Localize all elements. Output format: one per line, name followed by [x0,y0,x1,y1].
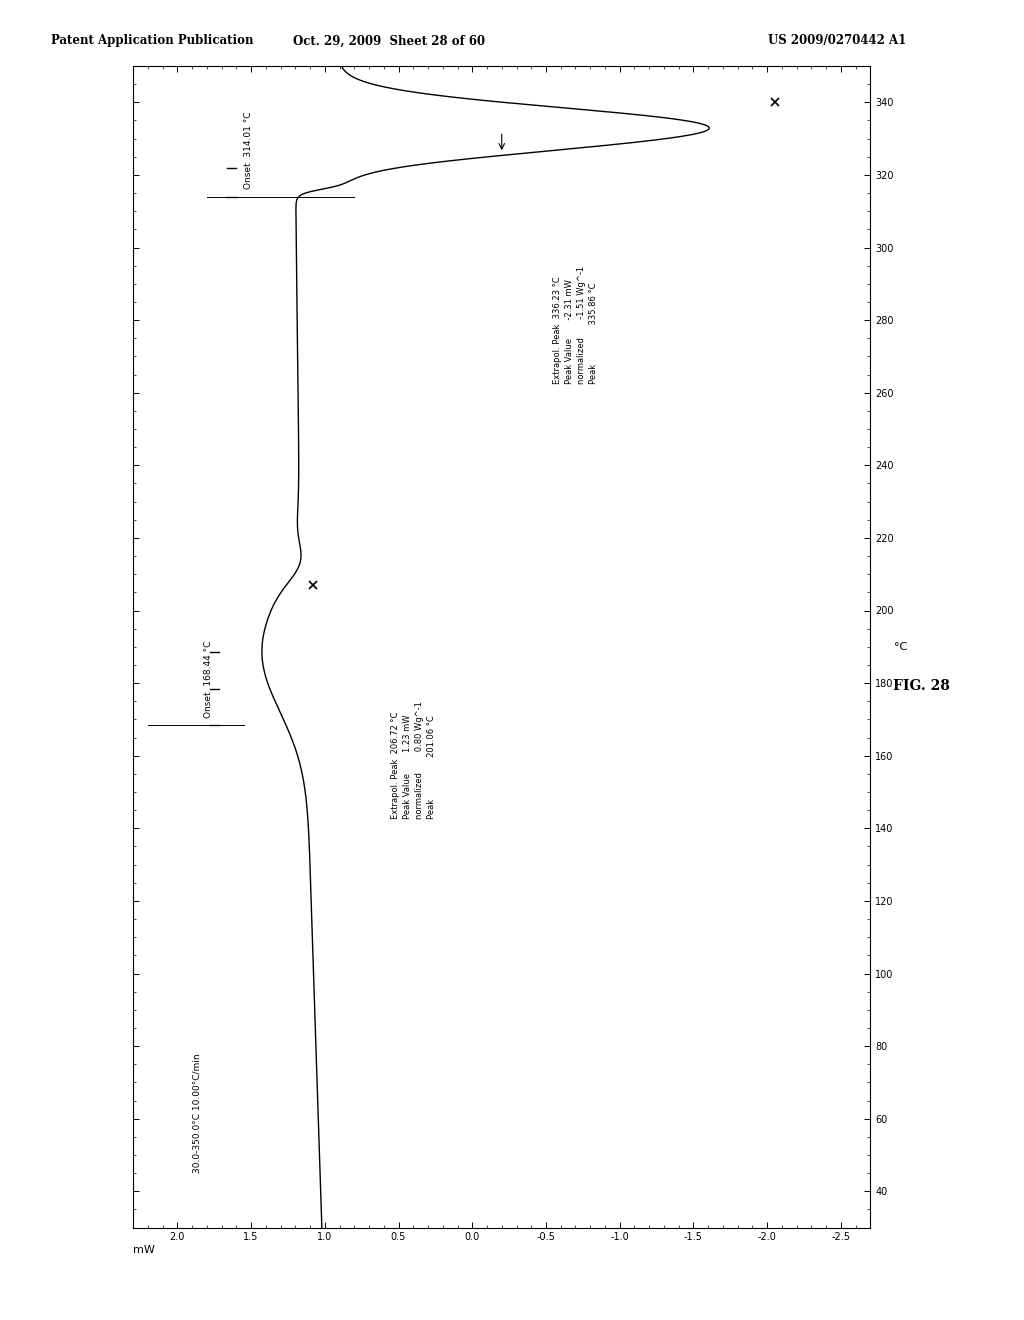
Text: Extrapol. Peak  336.23 °C
Peak Value       -2.31 mW
normalized       -1.51 Wg^-1: Extrapol. Peak 336.23 °C Peak Value -2.3… [553,265,598,384]
Text: US 2009/0270442 A1: US 2009/0270442 A1 [768,34,906,48]
Text: FIG. 28: FIG. 28 [893,680,950,693]
Text: Onset  168.44 °C: Onset 168.44 °C [204,640,213,718]
Text: Onset  314.01 °C: Onset 314.01 °C [244,112,253,189]
Text: Extrapol. Peak  206.72 °C
Peak Value        1.23 mW
normalized        0.80 Wg^-1: Extrapol. Peak 206.72 °C Peak Value 1.23… [391,701,435,820]
Text: Patent Application Publication: Patent Application Publication [51,34,254,48]
Y-axis label: °C: °C [894,642,907,652]
Text: Oct. 29, 2009  Sheet 28 of 60: Oct. 29, 2009 Sheet 28 of 60 [293,34,485,48]
Text: 30.0-350.0°C 10.00°C/min: 30.0-350.0°C 10.00°C/min [193,1053,201,1173]
X-axis label: mW: mW [133,1245,155,1255]
